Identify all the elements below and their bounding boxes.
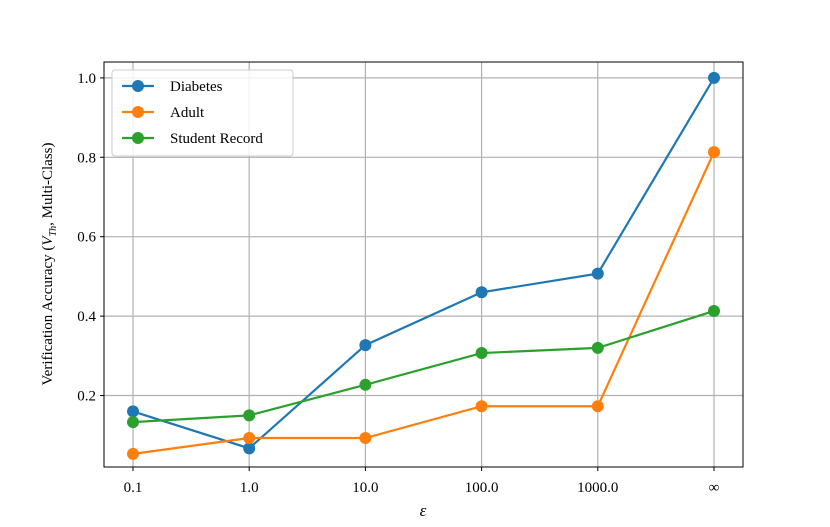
x-axis-label: ε [420, 501, 427, 520]
legend-label-adult: Adult [170, 105, 205, 121]
data-point-diabetes [591, 267, 604, 280]
y-tick-label: 0.4 [77, 309, 96, 325]
data-point-diabetes [475, 286, 488, 299]
y-axis-ticks: 0.2 0.4 0.6 0.8 1.0 [77, 71, 104, 405]
legend-marker-adult [132, 106, 144, 118]
legend: Diabetes Adult Student Record [111, 69, 294, 157]
series-line-adult [132, 151, 716, 455]
x-tick-label: ∞ [709, 480, 720, 496]
data-point-adult [127, 447, 139, 460]
data-point-diabetes [359, 339, 372, 352]
y-tick-label: 0.8 [77, 150, 96, 166]
series-lines [127, 71, 720, 460]
data-point-student-record [359, 378, 372, 391]
data-point-diabetes [127, 405, 139, 418]
legend-marker-diabetes [132, 80, 144, 92]
y-axis-label-suffix: , Multi-Class) [40, 142, 56, 225]
legend-label-student-record: Student Record [170, 131, 263, 147]
y-axis-label-var: V [40, 235, 56, 246]
y-axis-label: Verification Accuracy (VTh, Multi-Class) [40, 142, 59, 385]
x-tick-label: 0.1 [124, 480, 143, 496]
y-tick-label: 1.0 [77, 71, 96, 87]
y-axis-label-sub: Th [48, 226, 59, 237]
data-point-adult [708, 146, 720, 159]
x-tick-label: 10.0 [352, 480, 378, 496]
data-point-diabetes [708, 71, 720, 84]
data-point-student-record [475, 347, 488, 360]
y-tick-label: 0.2 [77, 389, 96, 405]
data-point-student-record [591, 341, 604, 354]
x-tick-label: 1.0 [240, 480, 259, 496]
data-point-student-record [127, 416, 139, 429]
data-point-adult [475, 400, 488, 413]
y-tick-label: 0.6 [77, 230, 96, 246]
legend-marker-student-record [132, 132, 144, 144]
data-point-adult [591, 400, 604, 413]
plot-frame [103, 61, 744, 468]
data-point-adult [359, 432, 372, 445]
legend-label-diabetes: Diabetes [170, 79, 223, 95]
data-point-student-record [243, 409, 256, 422]
y-axis-label-prefix: Verification Accuracy ( [40, 246, 56, 386]
x-tick-label: 1000.0 [577, 480, 618, 496]
x-axis-ticks: 0.1 1.0 10.0 100.0 1000.0 ∞ [124, 467, 720, 496]
data-point-diabetes [243, 442, 256, 455]
data-point-adult [243, 432, 256, 445]
data-point-student-record [708, 304, 720, 317]
series-line-student-record [132, 309, 715, 424]
legend-box [111, 69, 294, 157]
x-tick-label: 100.0 [465, 480, 499, 496]
series-line-diabetes [132, 77, 715, 450]
